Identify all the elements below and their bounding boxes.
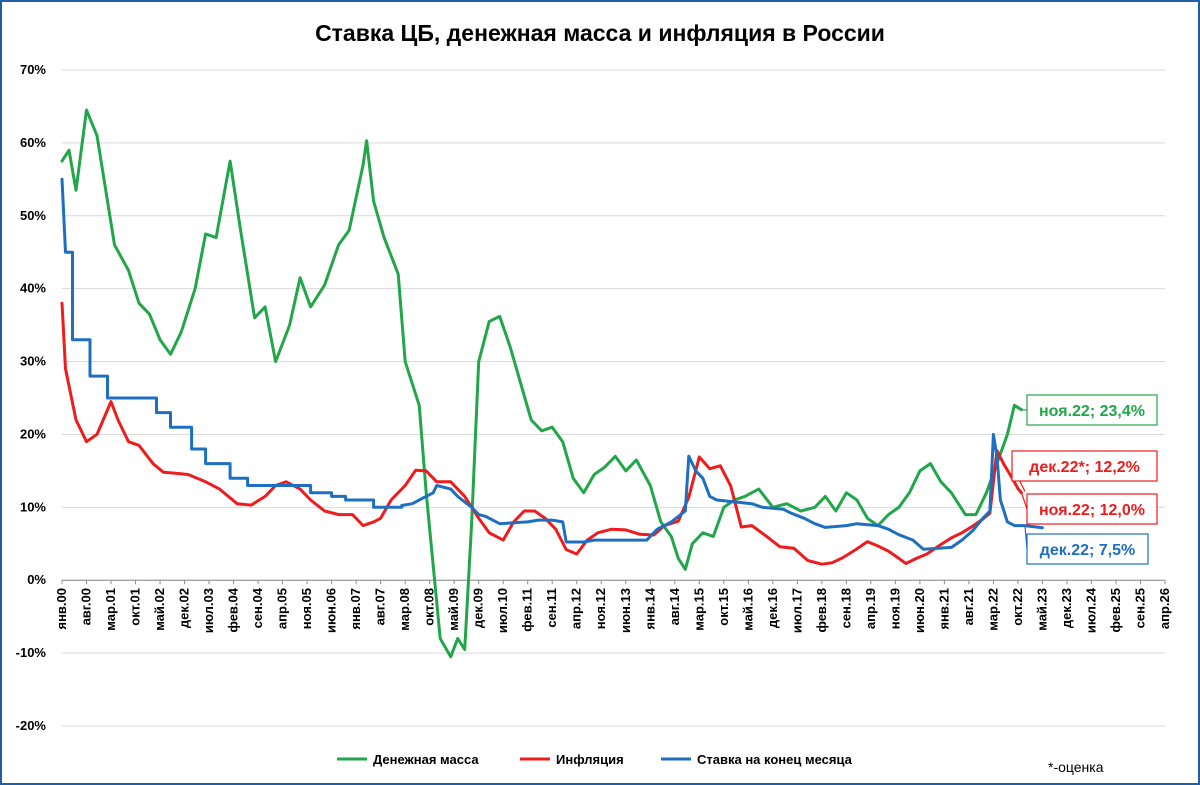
x-tick-label: авг.00 — [79, 588, 94, 625]
callout-label: ноя.22; 12,0% — [1039, 502, 1145, 519]
chart-title: Ставка ЦБ, денежная масса и инфляция в Р… — [315, 20, 885, 46]
x-tick-label: дек.09 — [471, 588, 486, 628]
series-line-1 — [60, 108, 1023, 659]
x-tick-label: май.02 — [152, 588, 167, 631]
y-tick-label: 60% — [20, 135, 46, 150]
y-tick-label: -20% — [16, 718, 47, 733]
x-tick-label: июн.13 — [618, 588, 633, 633]
x-tick-label: фев.18 — [814, 588, 829, 633]
x-axis: янв.00 авг.00 мар.01 окт.01 май.02 дек.02 июл.… — [54, 580, 1172, 633]
x-tick-label: дек.16 — [765, 588, 780, 628]
y-axis: 70% 60% 50% 40% 30% 20% 10% 0% -10% -20% — [16, 62, 47, 733]
callout-box — [1026, 533, 1149, 565]
x-tick-label: ноя.12 — [593, 588, 608, 629]
x-tick-label: мар.01 — [103, 588, 118, 631]
x-tick-label: июн.06 — [324, 588, 339, 633]
x-tick-label: окт.15 — [716, 588, 731, 626]
x-tick-label: сен.04 — [250, 587, 265, 628]
callouts: ноя.22; 23,4% дек.22*; 12,2% ноя.22; 12,0%… — [1011, 394, 1158, 565]
x-tick-label: авг.14 — [667, 587, 682, 625]
x-tick-label: авг.07 — [373, 588, 388, 625]
x-tick-label: июл.10 — [495, 588, 510, 633]
x-tick-label: окт.22 — [1010, 588, 1025, 626]
x-tick-label: янв.21 — [936, 588, 951, 630]
x-tick-label: дек.23 — [1059, 588, 1074, 628]
x-tick-label: сен.11 — [544, 588, 559, 628]
x-tick-label: мар.15 — [691, 588, 706, 631]
y-tick-label: 50% — [20, 208, 46, 223]
legend-label: Ставка на конец месяца — [697, 752, 853, 767]
x-tick-label: янв.07 — [348, 588, 363, 630]
x-tick-label: фев.25 — [1108, 588, 1123, 633]
callout-box — [1026, 493, 1158, 525]
x-tick-label: сен.18 — [838, 588, 853, 628]
y-tick-label: -10% — [16, 645, 47, 660]
x-tick-label: ноя.05 — [299, 588, 314, 629]
x-tick-label: апр.26 — [1157, 588, 1172, 629]
callout-label: дек.22*; 12,2% — [1029, 459, 1140, 476]
y-tick-label: 70% — [20, 62, 46, 77]
x-tick-label: июл.24 — [1083, 587, 1098, 633]
x-tick-label: июл.03 — [201, 588, 216, 633]
legend-label: Инфляция — [556, 752, 624, 767]
x-tick-label: янв.00 — [54, 588, 69, 630]
callout-box — [1011, 450, 1158, 482]
x-tick-label: окт.01 — [128, 588, 143, 626]
x-tick-label: мар.22 — [985, 588, 1000, 631]
y-tick-label: 20% — [20, 426, 46, 441]
x-tick-label: апр.19 — [863, 588, 878, 629]
x-tick-label: ноя.19 — [887, 588, 902, 629]
callout-box — [1026, 394, 1158, 426]
x-tick-label: янв.14 — [642, 587, 657, 629]
legend-label: Денежная масса — [373, 752, 479, 767]
series-lines — [60, 108, 1044, 659]
legend: Денежная масса Инфляция Ставка на конец ме… — [337, 752, 853, 767]
x-tick-label: июн.20 — [912, 588, 927, 633]
x-tick-label: май.16 — [740, 588, 755, 631]
footnote: *-оценка — [1048, 759, 1104, 775]
x-tick-label: фев.11 — [520, 588, 535, 632]
gridlines — [62, 69, 1165, 727]
x-tick-label: май.09 — [446, 588, 461, 631]
y-tick-label: 40% — [20, 281, 46, 296]
x-tick-label: апр.12 — [569, 588, 584, 629]
x-tick-label: окт.08 — [422, 588, 437, 626]
callout-leader — [1020, 492, 1028, 510]
x-tick-label: дек.02 — [177, 588, 192, 628]
y-tick-label: 0% — [27, 572, 46, 587]
series-line-3 — [60, 177, 1044, 551]
callout-label: дек.22; 7,5% — [1040, 542, 1136, 559]
series-line-2 — [60, 301, 1023, 566]
x-tick-label: май.23 — [1034, 588, 1049, 631]
x-tick-label: июл.17 — [789, 588, 804, 633]
y-tick-label: 30% — [20, 354, 46, 369]
x-tick-label: авг.21 — [961, 588, 976, 625]
x-tick-label: фев.04 — [226, 587, 241, 632]
x-tick-label: мар.08 — [397, 588, 412, 631]
callout-label: ноя.22; 23,4% — [1039, 403, 1145, 420]
y-tick-label: 10% — [20, 499, 46, 514]
x-tick-label: сен.25 — [1132, 588, 1147, 628]
x-tick-label: апр.05 — [275, 588, 290, 629]
